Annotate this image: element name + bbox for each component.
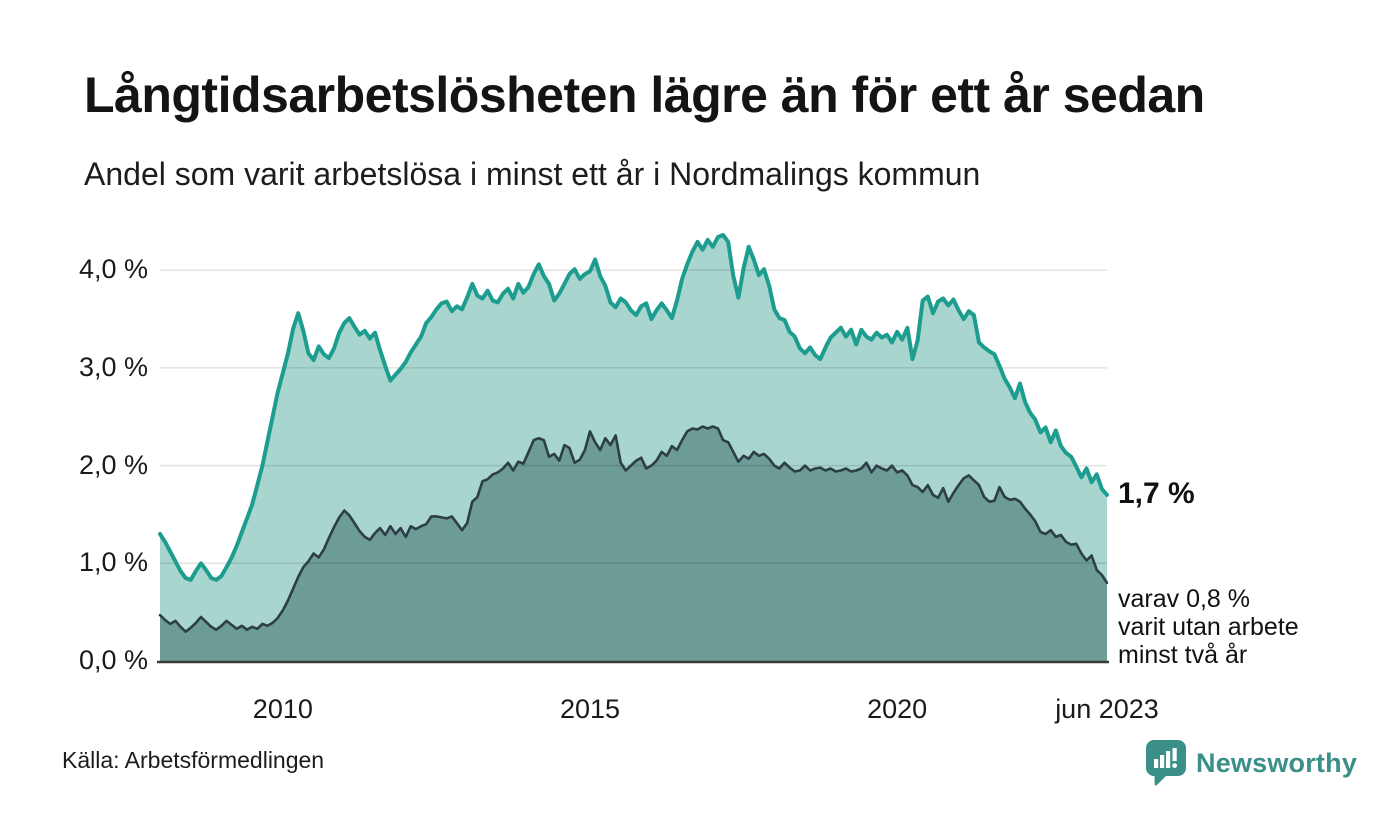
y-tick-label-2: 2,0 %	[78, 449, 148, 480]
area-fill-at-least-two-years	[160, 426, 1107, 661]
line-at-least-one-year	[158, 233, 1109, 582]
end-note-label: varav 0,8 % varit utan arbete minst två …	[1118, 585, 1299, 669]
x-tick-label-2015: 2015	[559, 694, 621, 724]
end-note-line-3: minst två år	[1118, 640, 1248, 669]
gridlines	[160, 269, 1107, 565]
line-at-least-two-years	[158, 425, 1109, 633]
y-tick-label-3: 3,0 %	[78, 351, 148, 382]
x-tick-label-2010: 2010	[252, 694, 313, 724]
y-tick-label-4: 4,0 %	[78, 254, 148, 285]
newsworthy-logo-text: Newsworthy	[1196, 747, 1358, 778]
newsworthy-logo-icon	[1146, 740, 1186, 786]
newsworthy-logo: Newsworthy	[1146, 740, 1357, 786]
page-title: Långtidsarbetslösheten lägre än för ett …	[84, 67, 1205, 123]
logo-bars	[1154, 748, 1177, 768]
end-note-line-2: varit utan arbete	[1118, 612, 1299, 641]
x-tick-label-2020: 2020	[867, 694, 928, 724]
page-subtitle: Andel som varit arbetslösa i minst ett å…	[84, 156, 981, 192]
y-tick-label-0: 0,0 %	[78, 645, 148, 675]
end-note-line-1: varav 0,8 %	[1118, 584, 1251, 613]
y-tick-label-1: 1,0 %	[78, 547, 148, 578]
x-tick-label-jun-2023: jun 2023	[1055, 694, 1159, 724]
source-credit: Källa: Arbetsförmedlingen	[62, 747, 325, 773]
end-value-label: 1,7 %	[1118, 476, 1195, 510]
